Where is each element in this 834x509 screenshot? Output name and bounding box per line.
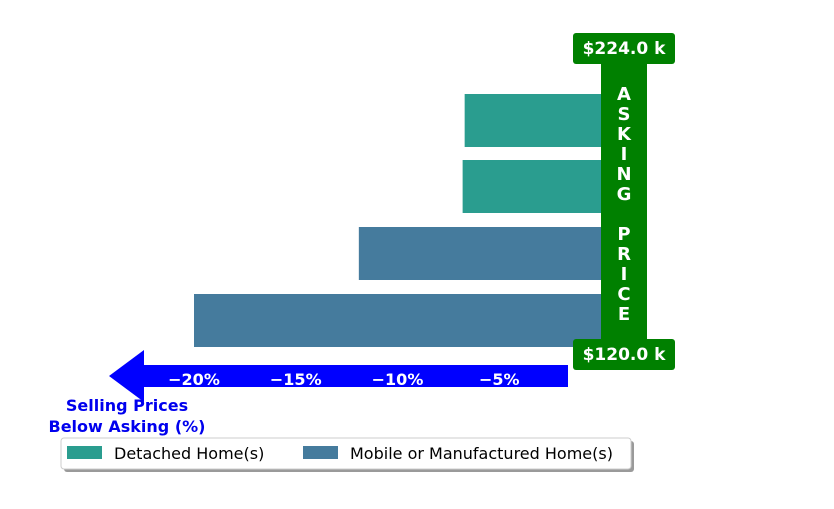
asking-top-label: $224.0 k	[583, 39, 667, 59]
legend-swatch-mobile	[303, 446, 338, 459]
bar-mobile-3	[194, 294, 601, 347]
asking-letter: K	[617, 124, 632, 145]
asking-letter: I	[621, 144, 628, 165]
legend-label-mobile: Mobile or Manufactured Home(s)	[350, 444, 613, 463]
asking-letter: A	[617, 84, 631, 105]
x-axis-label: Selling Prices Below Asking (%)	[49, 396, 206, 436]
bar-detached-0	[464, 94, 601, 147]
x-axis-label-line-2: Below Asking (%)	[49, 417, 206, 436]
asking-letter: P	[617, 224, 630, 245]
asking-letter: N	[616, 164, 631, 185]
asking-top-badge	[573, 33, 675, 64]
asking-letter: G	[617, 184, 632, 205]
asking-letter: C	[617, 284, 630, 305]
x-tick-label: −10%	[372, 370, 424, 389]
x-tick-label: −20%	[168, 370, 220, 389]
bar-mobile-2	[358, 227, 601, 280]
x-axis-arrow	[109, 350, 568, 402]
asking-bottom-label: $120.0 k	[583, 345, 667, 365]
asking-letter: S	[618, 104, 631, 125]
asking-letter: E	[618, 304, 630, 325]
arrow-left-icon	[109, 350, 568, 402]
x-axis-label-line-1: Selling Prices	[66, 396, 188, 415]
asking-bottom-badge	[573, 339, 675, 370]
asking-letter: R	[617, 244, 631, 265]
x-tick-label: −15%	[270, 370, 322, 389]
asking-letter: I	[621, 264, 628, 285]
legend-label-detached: Detached Home(s)	[114, 444, 264, 463]
bar-detached-1	[462, 160, 601, 213]
legend-swatch-detached	[67, 446, 102, 459]
legend-frame	[60, 437, 632, 470]
x-tick-label: −5%	[479, 370, 520, 389]
x-tick-labels: −20% −15% −10% −5%	[168, 370, 519, 389]
legend: Detached Home(s) Mobile or Manufactured …	[60, 437, 634, 472]
asking-price-bar	[601, 62, 647, 342]
bars	[194, 94, 601, 347]
